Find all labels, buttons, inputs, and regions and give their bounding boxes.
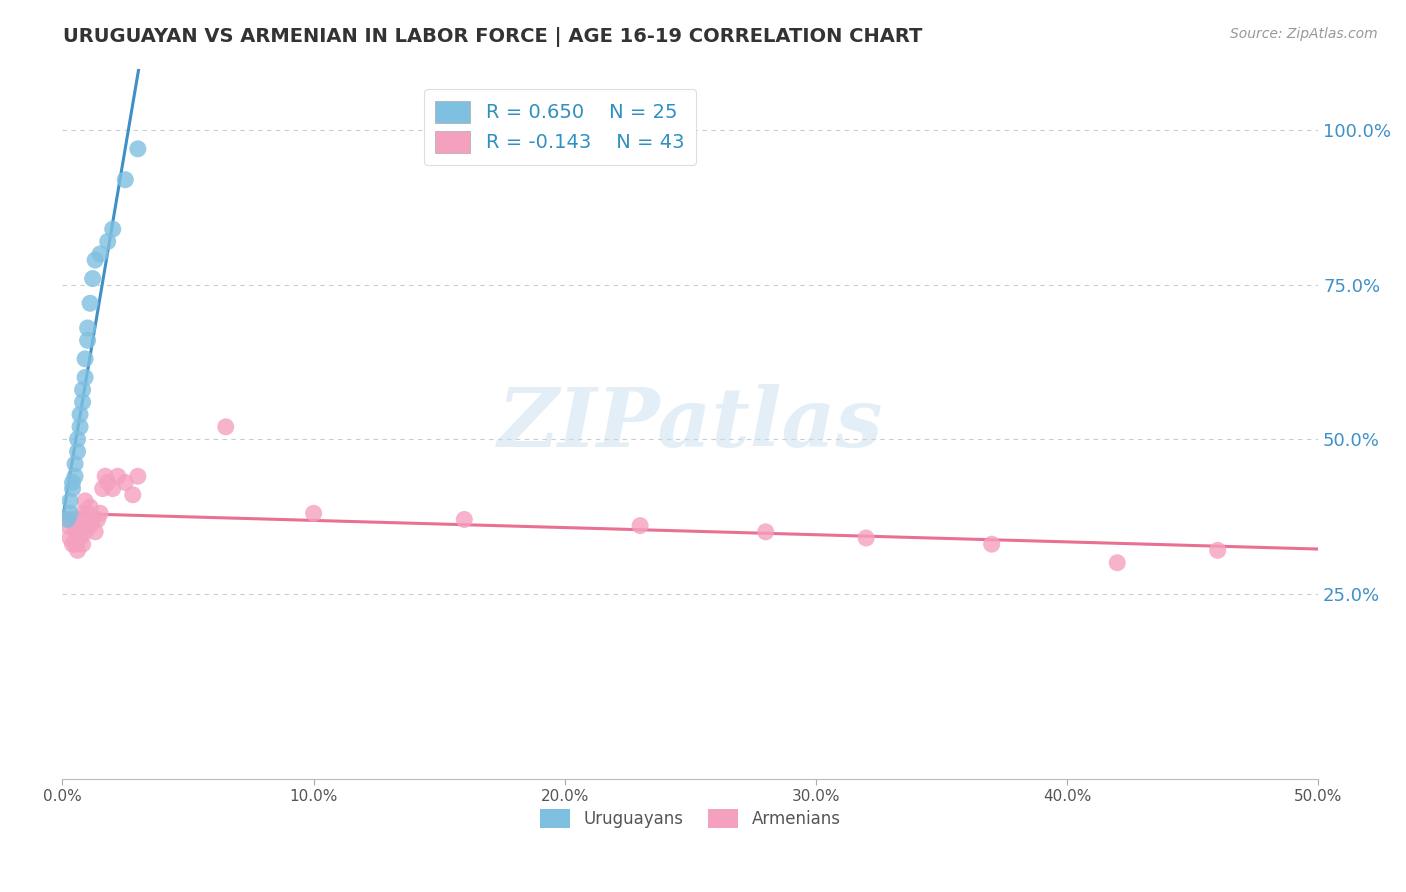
Point <box>127 142 149 156</box>
Point <box>121 488 143 502</box>
Point <box>62 537 84 551</box>
Point <box>75 524 97 539</box>
Point <box>69 518 91 533</box>
Point <box>63 518 86 533</box>
Point <box>79 518 101 533</box>
Point <box>107 469 129 483</box>
Point <box>1107 556 1129 570</box>
Point <box>69 531 91 545</box>
Point <box>56 518 79 533</box>
Point <box>302 506 325 520</box>
Point <box>114 475 136 490</box>
Point <box>97 475 120 490</box>
Point <box>84 524 107 539</box>
Point <box>89 506 111 520</box>
Point <box>75 370 97 384</box>
Point <box>59 494 82 508</box>
Point <box>215 419 238 434</box>
Point <box>56 512 79 526</box>
Point <box>72 383 94 397</box>
Point <box>84 253 107 268</box>
Point <box>86 512 108 526</box>
Point <box>453 512 475 526</box>
Point <box>72 395 94 409</box>
Point <box>127 469 149 483</box>
Text: Source: ZipAtlas.com: Source: ZipAtlas.com <box>1230 27 1378 41</box>
Point <box>66 432 89 446</box>
Point <box>980 537 1002 551</box>
Point <box>82 271 104 285</box>
Point <box>62 475 84 490</box>
Point <box>62 512 84 526</box>
Point <box>114 172 136 186</box>
Point <box>79 500 101 515</box>
Point <box>75 351 97 366</box>
Point <box>91 482 114 496</box>
Point <box>72 537 94 551</box>
Point <box>66 543 89 558</box>
Point <box>1206 543 1229 558</box>
Point <box>101 222 124 236</box>
Point <box>66 444 89 458</box>
Point <box>76 334 98 348</box>
Point <box>82 512 104 526</box>
Point <box>69 419 91 434</box>
Point <box>59 506 82 520</box>
Point <box>59 512 82 526</box>
Point <box>89 247 111 261</box>
Point <box>94 469 117 483</box>
Point <box>76 321 98 335</box>
Point <box>101 482 124 496</box>
Point <box>69 408 91 422</box>
Text: ZIPatlas: ZIPatlas <box>498 384 883 464</box>
Point <box>66 531 89 545</box>
Point <box>62 482 84 496</box>
Text: URUGUAYAN VS ARMENIAN IN LABOR FORCE | AGE 16-19 CORRELATION CHART: URUGUAYAN VS ARMENIAN IN LABOR FORCE | A… <box>63 27 922 46</box>
Point <box>63 469 86 483</box>
Legend: Uruguayans, Armenians: Uruguayans, Armenians <box>533 802 848 835</box>
Point <box>76 506 98 520</box>
Point <box>75 494 97 508</box>
Point <box>755 524 778 539</box>
Point <box>66 512 89 526</box>
Point <box>628 518 651 533</box>
Point <box>855 531 877 545</box>
Point <box>63 537 86 551</box>
Point <box>79 296 101 310</box>
Point <box>63 524 86 539</box>
Point <box>76 518 98 533</box>
Point <box>59 531 82 545</box>
Point <box>72 518 94 533</box>
Point <box>63 457 86 471</box>
Point <box>72 506 94 520</box>
Point <box>97 235 120 249</box>
